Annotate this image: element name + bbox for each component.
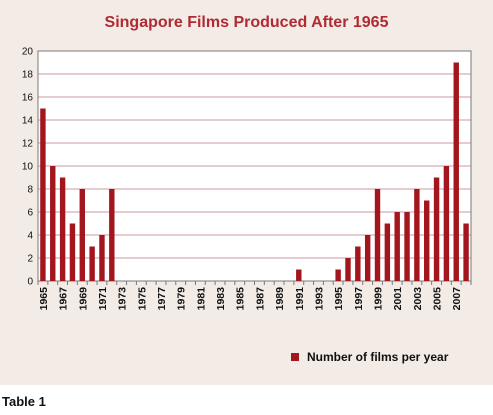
x-tick-label: 1993 — [313, 287, 325, 311]
x-tick-label: 1969 — [77, 287, 89, 311]
x-tick-label: 1985 — [235, 287, 247, 311]
bar — [424, 201, 429, 282]
bar — [89, 247, 94, 282]
bar — [404, 212, 409, 281]
y-tick-label: 0 — [27, 277, 33, 288]
x-tick-label: 1989 — [274, 287, 286, 311]
x-tick-label: 1991 — [294, 287, 306, 311]
bar — [80, 189, 85, 281]
x-tick-label: 1979 — [176, 287, 188, 311]
bar — [394, 212, 399, 281]
bar — [434, 178, 439, 282]
x-tick-label: 2001 — [392, 287, 404, 311]
x-tick-label: 1967 — [58, 287, 70, 311]
bar — [109, 189, 114, 281]
y-tick-label: 10 — [22, 162, 34, 173]
x-tick-label: 2007 — [451, 287, 463, 311]
bar — [40, 109, 45, 282]
y-tick-label: 14 — [22, 116, 34, 127]
bar — [454, 63, 459, 282]
bar — [414, 189, 419, 281]
y-tick-label: 20 — [22, 47, 34, 58]
bar — [375, 189, 380, 281]
y-tick-label: 6 — [27, 208, 33, 219]
x-tick-label: 1997 — [353, 287, 365, 311]
bar — [335, 270, 340, 282]
x-tick-label: 1981 — [195, 287, 207, 311]
x-tick-label: 1983 — [215, 287, 227, 311]
bar — [296, 270, 301, 282]
x-tick-label: 1995 — [333, 287, 345, 311]
x-tick-label: 2005 — [432, 287, 444, 311]
bar — [345, 258, 350, 281]
bar — [50, 166, 55, 281]
x-tick-label: 1965 — [38, 287, 50, 311]
x-tick-label: 1999 — [373, 287, 385, 311]
bar — [60, 178, 65, 282]
bar — [70, 224, 75, 282]
bar — [444, 166, 449, 281]
plot-area: 0 2 4 6 8 10 12 14 16 18 20 1965 1967 1969 1971 1973 197… — [0, 0, 493, 385]
legend-label: Number of films per year — [307, 350, 448, 364]
x-tick-label: 1975 — [136, 287, 148, 311]
y-tick-label: 16 — [22, 93, 34, 104]
y-tick-label: 4 — [27, 231, 33, 242]
x-tick-label: 1987 — [254, 287, 266, 311]
bar — [99, 235, 104, 281]
legend: Number of films per year — [291, 350, 448, 364]
y-tick-label: 18 — [22, 70, 34, 81]
y-tick-label: 12 — [22, 139, 34, 150]
legend-swatch — [291, 353, 299, 361]
bar — [385, 224, 390, 282]
y-tick-label: 8 — [27, 185, 33, 196]
y-tick-label: 2 — [27, 254, 33, 265]
bar — [463, 224, 468, 282]
table-caption: Table 1 — [2, 394, 46, 409]
x-tick-label: 1971 — [97, 287, 109, 311]
x-tick-label: 1977 — [156, 287, 168, 311]
bar — [355, 247, 360, 282]
bar — [365, 235, 370, 281]
x-tick-label: 1973 — [117, 287, 129, 311]
x-tick-label: 2003 — [412, 287, 424, 311]
